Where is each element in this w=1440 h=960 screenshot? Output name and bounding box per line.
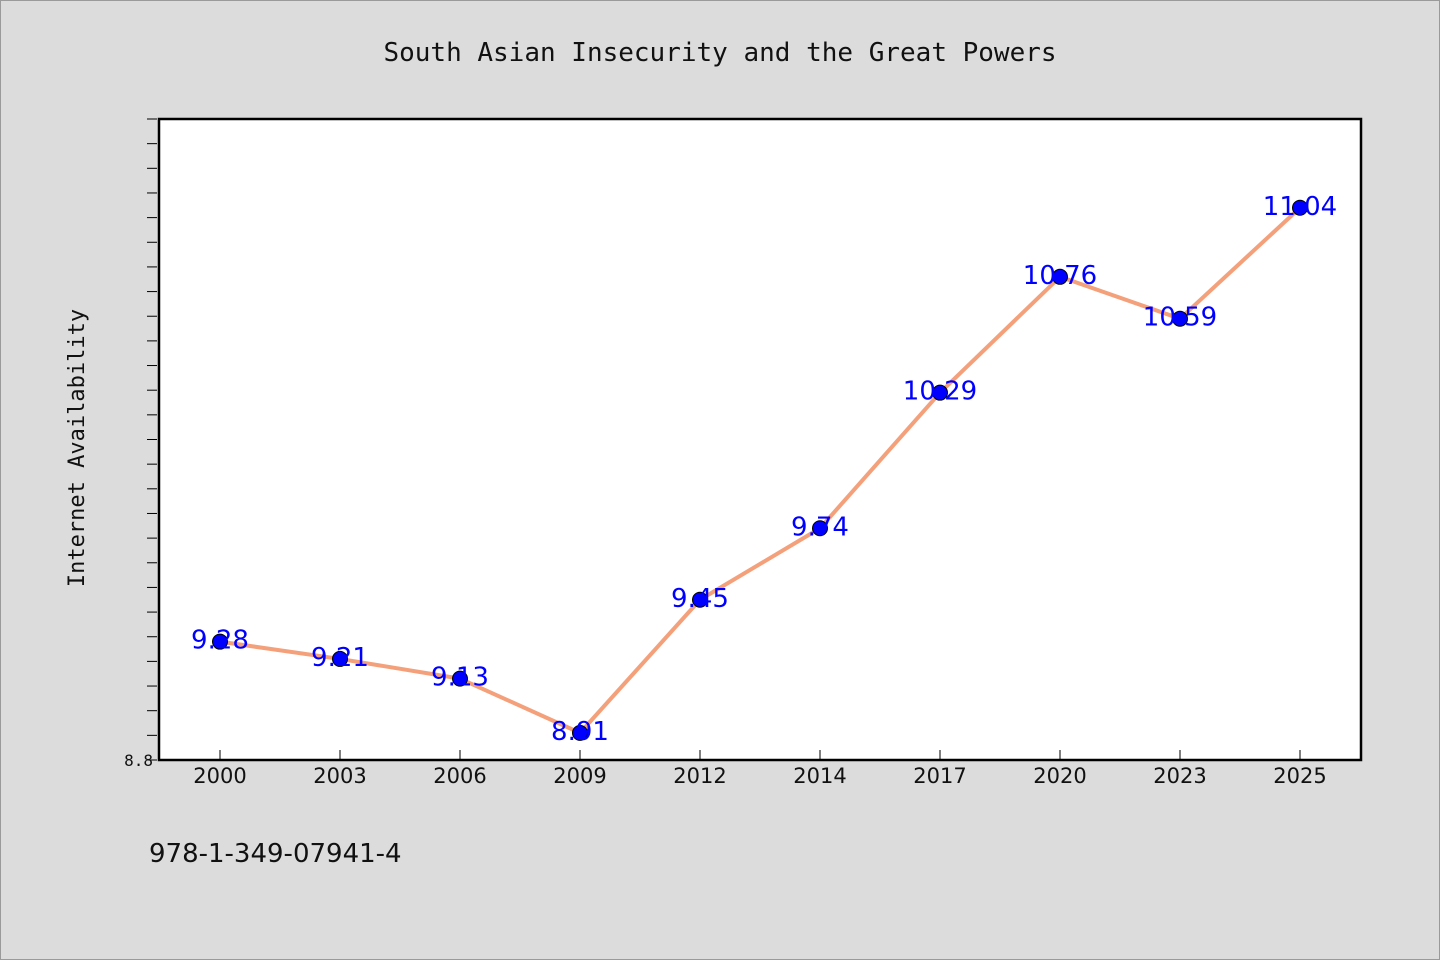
series-line-group: [219, 206, 1302, 735]
isbn-footer: 978-1-349-07941-4: [149, 839, 402, 869]
x-tick-label: 2006: [433, 764, 486, 788]
data-value-labels: 9.28 9.21 9.13 8.91 9.45 9.74 10.29 10.76 10.59 1…: [191, 192, 1337, 747]
data-label: 9.45: [671, 584, 729, 614]
data-point: [572, 724, 588, 741]
x-tick-label: 2025: [1273, 764, 1326, 788]
chart-title: South Asian Insecurity and the Great Pow…: [383, 38, 1056, 68]
data-point: [812, 520, 828, 537]
data-label: 10.76: [1023, 261, 1097, 291]
data-label: 9.13: [431, 663, 489, 693]
x-axis-ticks: 2000 2003 2006 2009 2012 2014 2017 2020 2023 2025: [193, 750, 1327, 788]
plot-area: [157, 117, 1363, 762]
data-label: 11.04: [1263, 192, 1337, 222]
y-axis-label: Internet Availability: [65, 309, 90, 587]
x-tick-label: 2014: [793, 764, 846, 788]
series-line: [219, 206, 1302, 735]
x-tick-label: 2000: [193, 764, 246, 788]
y-axis-ticks: 8.8: [124, 118, 157, 770]
data-point: [1172, 310, 1188, 327]
data-point: [1052, 268, 1068, 285]
x-tick-label: 2012: [673, 764, 726, 788]
x-tick-label: 2020: [1033, 764, 1086, 788]
x-tick-label: 2003: [313, 764, 366, 788]
data-label: 8.91: [551, 717, 609, 747]
data-point: [452, 670, 468, 687]
data-point: [692, 591, 708, 608]
x-tick-label: 2017: [913, 764, 966, 788]
data-label: 9.28: [191, 626, 249, 656]
data-point: [932, 384, 948, 401]
data-point: [332, 650, 348, 667]
x-tick-label: 2009: [553, 764, 606, 788]
data-label: 9.74: [791, 512, 849, 542]
x-tick-label: 2023: [1153, 764, 1206, 788]
data-label: 10.29: [903, 377, 977, 407]
data-point: [1292, 199, 1308, 216]
data-label: 9.21: [311, 643, 369, 673]
data-markers: [212, 199, 1308, 741]
data-point: [212, 633, 228, 650]
data-label: 10.59: [1143, 303, 1217, 333]
y-tick-label: 8.8: [124, 751, 153, 770]
